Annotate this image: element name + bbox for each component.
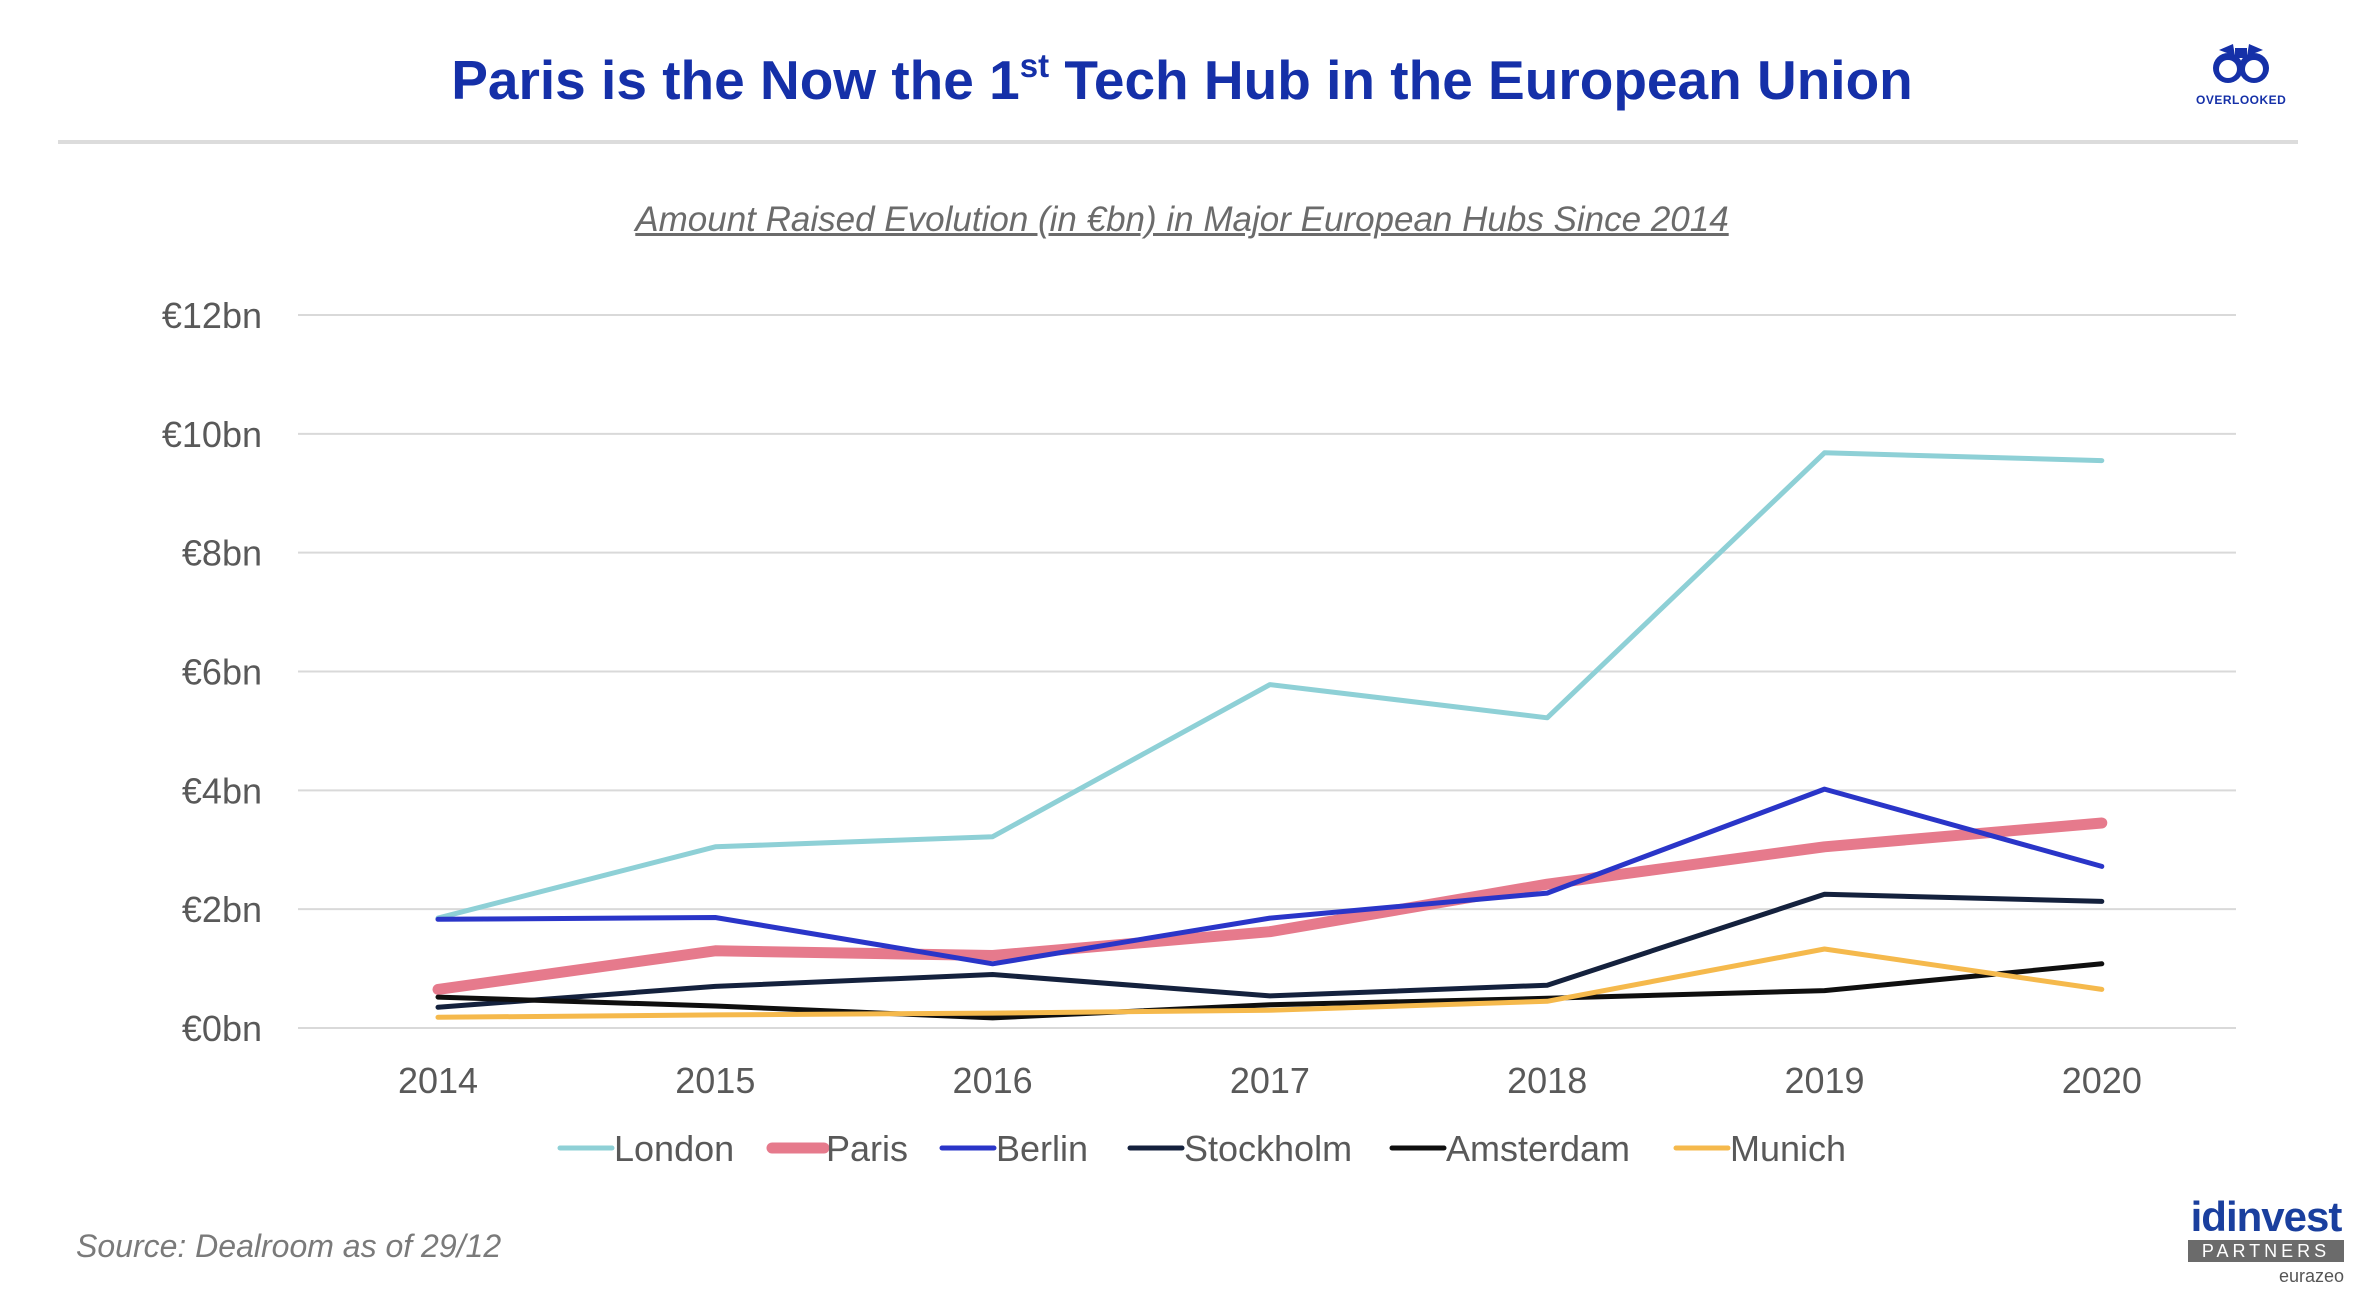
y-tick-label: €4bn	[182, 770, 262, 811]
logo-wordmark: OVERLOOKED	[2196, 93, 2287, 107]
legend-label-amsterdam: Amsterdam	[1446, 1128, 1630, 1169]
series-line-london	[435, 450, 2105, 921]
y-tick-label: €0bn	[182, 1008, 262, 1049]
y-tick-label: €2bn	[182, 889, 262, 930]
title-divider	[58, 140, 2298, 144]
y-tick-label: €12bn	[162, 295, 262, 336]
legend-label-stockholm: Stockholm	[1184, 1128, 1352, 1169]
x-tick-label: 2014	[398, 1060, 478, 1101]
brand-name: idinvest	[2190, 1193, 2343, 1240]
chart-title: Amount Raised Evolution (in €bn) in Majo…	[635, 200, 1729, 239]
series-line-munich	[435, 946, 2105, 1020]
series-line-berlin	[435, 786, 2105, 967]
brand-parent: eurazeo	[2278, 1266, 2344, 1286]
legend-label-berlin: Berlin	[996, 1128, 1088, 1169]
x-tick-label: 2020	[2062, 1060, 2142, 1101]
brand-tag: PARTNERS	[2188, 1240, 2344, 1262]
legend-label-paris: Paris	[826, 1128, 908, 1169]
x-tick-label: 2016	[953, 1060, 1033, 1101]
source-note: Source: Dealroom as of 29/12	[76, 1228, 502, 1264]
y-tick-label: €8bn	[182, 533, 262, 574]
series-line-stockholm	[435, 891, 2105, 1010]
legend-label-london: London	[614, 1128, 734, 1169]
series-line-paris	[432, 817, 2108, 995]
idinvest-logo: idinvest PARTNERS eurazeo	[2188, 1196, 2344, 1287]
y-tick-label: €10bn	[162, 414, 262, 455]
y-tick-label: €6bn	[182, 652, 262, 693]
x-tick-label: 2019	[1784, 1060, 1864, 1101]
x-tick-label: 2017	[1230, 1060, 1310, 1101]
x-tick-label: 2015	[675, 1060, 755, 1101]
page-title: Paris is the Now the 1st Tech Hub in the…	[451, 47, 1913, 111]
legend-label-munich: Munich	[1730, 1128, 1846, 1169]
x-tick-label: 2018	[1507, 1060, 1587, 1101]
binoculars-icon	[2213, 44, 2269, 83]
series-line-amsterdam	[435, 961, 2105, 1021]
overlooked-logo: OVERLOOKED	[2196, 40, 2286, 116]
